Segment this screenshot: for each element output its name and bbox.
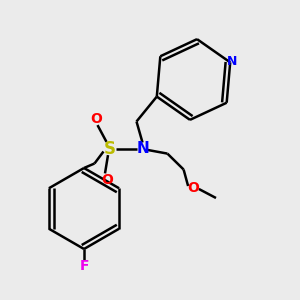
Text: S: S	[103, 140, 116, 158]
Text: N: N	[136, 141, 149, 156]
Text: N: N	[226, 55, 237, 68]
Text: F: F	[79, 259, 89, 272]
Text: O: O	[90, 112, 102, 126]
Text: O: O	[101, 173, 113, 187]
Text: O: O	[188, 181, 200, 194]
